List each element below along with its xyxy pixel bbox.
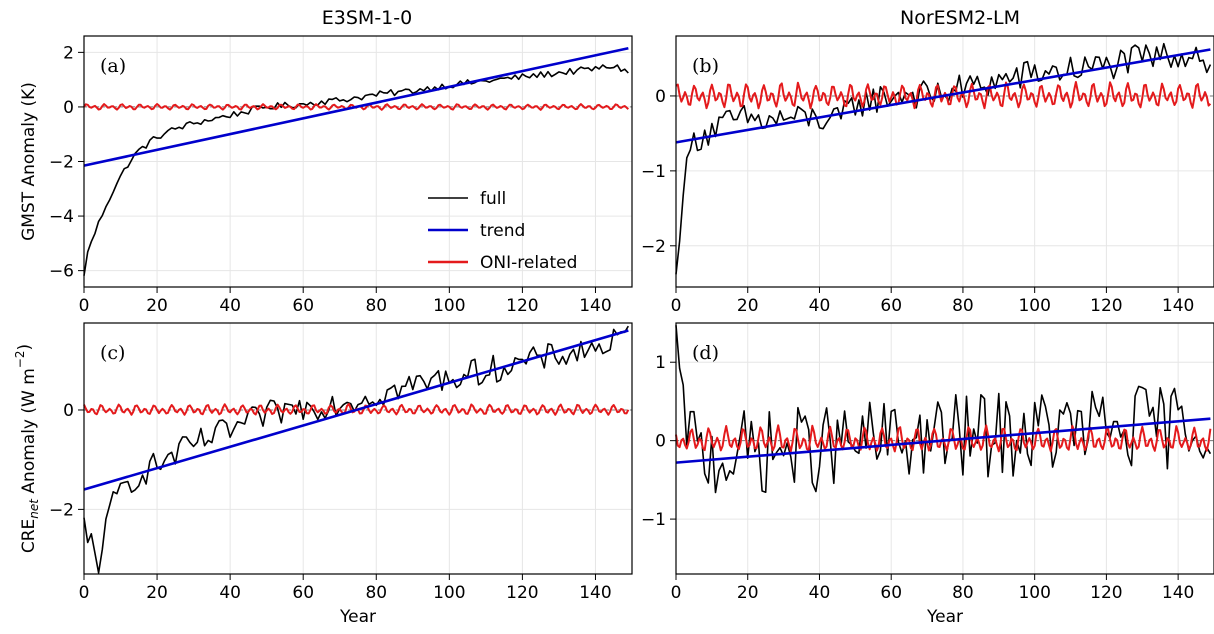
y-tick-label: −2 (49, 153, 74, 173)
x-tick-label: 120 (506, 583, 538, 603)
x-tick-label: 140 (1162, 296, 1194, 316)
panel-tag: (c) (100, 342, 125, 364)
y-axis-label: CREnet Anomaly (W m−2) (13, 344, 41, 553)
y-axis-label-part: ) (15, 344, 35, 351)
y-axis-label-sub: net (27, 498, 41, 519)
x-axis-label: Year (339, 607, 376, 627)
x-tick-label: 60 (292, 583, 314, 603)
plot-frame (83, 322, 633, 575)
y-tick-label: 0 (63, 401, 74, 421)
x-tick-label: 40 (809, 583, 831, 603)
panel-tag: (b) (692, 55, 719, 77)
y-tick-label: −1 (641, 510, 666, 530)
x-tick-label: 40 (809, 296, 831, 316)
series-oni-line (675, 424, 1212, 453)
x-tick-label: 60 (880, 296, 902, 316)
x-tick-label: 20 (146, 296, 168, 316)
panel-a: 0 20 40 60 80 100 120 140 −6 −4 −2 0 2 (a) GMST Anomal… (19, 35, 633, 316)
y-axis-label-part: Anomaly (W m (19, 368, 39, 499)
series-trend-line (83, 329, 629, 491)
x-tick-label: 80 (365, 583, 387, 603)
series-full-line (675, 325, 1212, 494)
series-full-line (675, 42, 1212, 275)
y-tick-label: 0 (655, 432, 666, 452)
y-tick-label: −6 (49, 262, 74, 282)
x-tick-label: 100 (1018, 583, 1050, 603)
y-tick-label: 1 (655, 353, 666, 373)
x-tick-label: 100 (433, 296, 465, 316)
x-tick-label: 80 (952, 583, 974, 603)
y-tick-label: 0 (63, 98, 74, 118)
series-trend-line (83, 47, 629, 167)
y-tick-label: 2 (63, 43, 74, 63)
legend-label-oni: ONI-related (480, 253, 577, 273)
x-tick-label: 100 (1018, 296, 1050, 316)
x-tick-label: 80 (952, 296, 974, 316)
panels: 0 20 40 60 80 100 120 140−6−4−202(a)GMST Anomal… (13, 35, 1214, 627)
y-tick-label: −2 (641, 237, 666, 257)
legend-label-trend: trend (480, 221, 525, 241)
column-title-left: E3SM-1-0 (322, 7, 412, 29)
x-tick-label: 60 (292, 296, 314, 316)
plot-frame (675, 322, 1214, 575)
legend: full trend ONI-related (428, 189, 577, 273)
series-full-line (83, 64, 629, 276)
panel-tag: (d) (692, 342, 719, 364)
x-tick-label: 20 (737, 296, 759, 316)
x-tick-label: 40 (219, 296, 241, 316)
x-tick-label: 20 (146, 583, 168, 603)
x-tick-label: 0 (671, 583, 682, 603)
panel-b: 0 20 40 60 80 100 120 140 −2 −1 0 (b) (641, 35, 1214, 316)
y-tick-label: −2 (49, 500, 74, 520)
x-tick-label: 140 (1162, 583, 1194, 603)
x-tick-label: 0 (671, 296, 682, 316)
y-axis-label-part: CRE (19, 519, 39, 553)
panel-d: 0 20 40 60 80 100 120 140 −1 0 1 (d) Year (641, 322, 1214, 627)
x-tick-label: 100 (433, 583, 465, 603)
legend-label-full: full (480, 189, 506, 209)
y-tick-label: −4 (49, 207, 74, 227)
x-tick-label: 0 (79, 583, 90, 603)
series-full-line (83, 325, 629, 574)
plot-frame (83, 35, 633, 288)
x-tick-label: 0 (79, 296, 90, 316)
x-tick-label: 140 (579, 296, 611, 316)
series-trend-line (675, 417, 1211, 464)
x-tick-label: 40 (219, 583, 241, 603)
x-tick-label: 60 (880, 583, 902, 603)
x-axis-label: Year (926, 607, 963, 627)
x-tick-label: 20 (737, 583, 759, 603)
y-axis-label: GMST Anomaly (K) (19, 82, 39, 241)
x-tick-label: 120 (1090, 583, 1122, 603)
x-tick-label: 120 (1090, 296, 1122, 316)
column-title-right: NorESM2-LM (900, 7, 1020, 29)
y-axis-label-sup: −2 (13, 351, 27, 369)
panel-tag: (a) (100, 55, 126, 77)
series-trend-line (675, 48, 1211, 144)
panel-c: 0 20 40 60 80 100 120 140 −2 0 (c) Year CREnet Anoma… (13, 322, 633, 627)
x-tick-label: 80 (365, 296, 387, 316)
x-tick-label: 140 (579, 583, 611, 603)
y-tick-label: 0 (655, 87, 666, 107)
y-tick-label: −1 (641, 162, 666, 182)
plot-frame (675, 35, 1214, 288)
x-tick-label: 120 (506, 296, 538, 316)
